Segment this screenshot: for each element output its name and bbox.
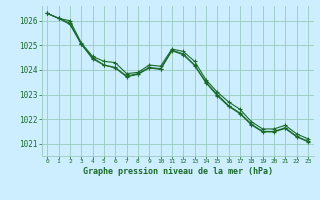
X-axis label: Graphe pression niveau de la mer (hPa): Graphe pression niveau de la mer (hPa) [83, 167, 273, 176]
